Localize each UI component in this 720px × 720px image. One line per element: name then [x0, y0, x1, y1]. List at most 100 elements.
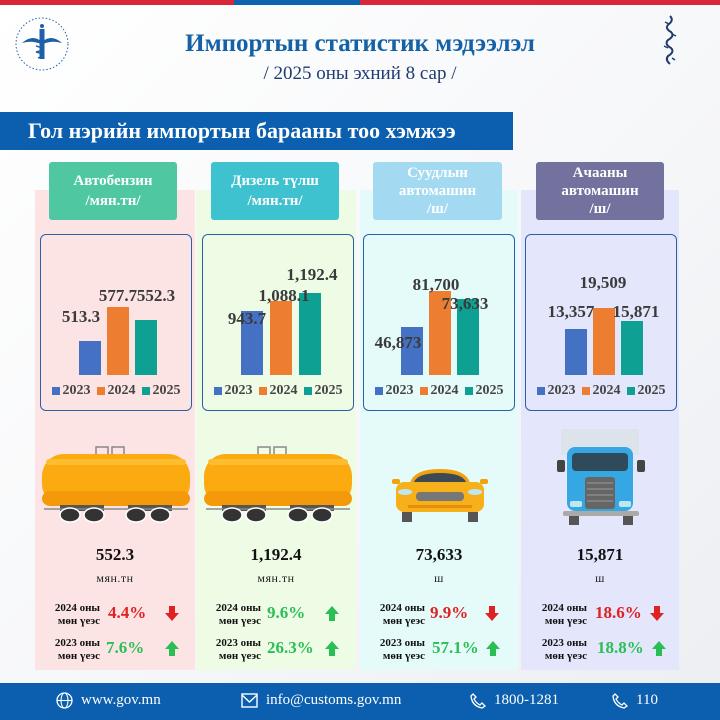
- footer-phone-2[interactable]: 110: [612, 692, 658, 709]
- footer-website[interactable]: www.gov.mn: [56, 692, 161, 709]
- bar-2025: [621, 321, 643, 375]
- mongolian-script-icon: [663, 15, 677, 65]
- phone-icon: [612, 692, 628, 709]
- comparison-label-2024: 2024 оны мөн үеэс: [379, 602, 425, 627]
- legend-item-2025: 2025: [464, 383, 504, 399]
- change-vs-2024: 4.4%: [108, 603, 147, 622]
- bar-2023: [241, 311, 263, 375]
- bar-2024: [107, 307, 129, 375]
- product-name-2: автомашин: [398, 183, 477, 199]
- product-tag-diesel: Дизель түлш /мян.тн/: [211, 162, 339, 220]
- legend-item-2023: 2023: [51, 383, 91, 399]
- top-accent-bar: [0, 0, 720, 5]
- passenger-car-icon: [392, 469, 488, 522]
- comparison-label-2023: 2023 оны мөн үеэс: [54, 637, 100, 662]
- legend-item-2025: 2025: [141, 383, 181, 399]
- website-link[interactable]: www.gov.mn: [81, 692, 161, 708]
- product-unit: /мян.тн/: [85, 193, 141, 209]
- total-value-passenger-car: 73,633: [415, 545, 463, 564]
- product-tag-gasoline: Автобензин /мян.тн/: [49, 162, 177, 220]
- truck-icon: [557, 429, 645, 525]
- comparison-label-2023: 2023 оны мөн үеэс: [379, 637, 425, 662]
- comparison-label-2024: 2024 оны мөн үеэс: [541, 602, 587, 627]
- value-label-2024: 577.7: [98, 286, 138, 305]
- total-value-truck: 15,871: [576, 545, 624, 564]
- chart-plot-area: 13,357 19,509 15,871: [526, 235, 676, 375]
- total-value-gasoline: 552.3: [95, 545, 135, 564]
- change-vs-2024: 9.9%: [430, 603, 469, 622]
- arrow-up-icon: [325, 641, 339, 656]
- accent-red: [0, 0, 234, 5]
- customs-emblem-icon: [15, 17, 69, 71]
- arrow-down-icon: [650, 606, 664, 621]
- legend-item-2024: 2024: [96, 383, 136, 399]
- legend-item-2023: 2023: [374, 383, 414, 399]
- change-vs-2024: 18.6%: [595, 603, 642, 622]
- value-label-2024: 19,509: [579, 273, 627, 292]
- column-passenger-car: [360, 190, 518, 670]
- comparison-label-2024: 2024 оны мөн үеэс: [215, 602, 261, 627]
- value-label-2024: 81,700: [412, 275, 460, 294]
- value-label-2024: 1,088.1: [258, 286, 310, 305]
- chart-plot-area: 46,873 81,700 73,633: [364, 235, 514, 375]
- page-title: Импортын статистик мэдээлэл: [185, 30, 535, 57]
- arrow-up-icon: [325, 606, 339, 621]
- unit-gasoline: мян.тн: [96, 571, 134, 585]
- product-name-2: автомашин: [561, 183, 639, 199]
- arrow-up-icon: [486, 641, 500, 656]
- change-vs-2023: 26.3%: [267, 638, 314, 657]
- change-vs-2024: 9.6%: [267, 603, 306, 622]
- value-label-2023: 943.7: [227, 309, 267, 328]
- legend-item-2024: 2024: [419, 383, 459, 399]
- unit-diesel: мян.тн: [257, 571, 295, 585]
- chart-plot-area: 513.3 577.7 552.3: [41, 235, 191, 375]
- value-label-2025: 15,871: [612, 302, 660, 321]
- unit-passenger-car: ш: [434, 571, 444, 585]
- chart-plot-area: 943.7 1,088.1 1,192.4: [203, 235, 353, 375]
- change-vs-2023: 57.1%: [432, 638, 479, 657]
- column-gasoline: [35, 190, 195, 670]
- product-name: Суудлын: [407, 165, 468, 181]
- chart-legend: 2023 2024 2025: [41, 383, 191, 399]
- product-tag-truck: Ачааны автомашин /ш/: [536, 162, 664, 220]
- tank-wagon-icon: [42, 446, 190, 523]
- arrow-down-icon: [485, 606, 499, 621]
- product-tag-passenger-car: Суудлын автомашин /ш/: [373, 162, 502, 220]
- tank-wagon-icon: [204, 446, 352, 523]
- legend-item-2025: 2025: [626, 383, 666, 399]
- bar-2025: [135, 320, 157, 375]
- page-subtitle: / 2025 оны эхний 8 сар /: [263, 63, 457, 84]
- chart-diesel: 943.7 1,088.1 1,192.4 2023 2024 2025: [202, 234, 354, 411]
- mail-icon: [241, 693, 258, 708]
- legend-item-2023: 2023: [536, 383, 576, 399]
- arrow-up-icon: [165, 641, 179, 656]
- value-label-2023: 46,873: [374, 333, 422, 352]
- chart-passenger-car: 46,873 81,700 73,633 2023 2024 2025: [363, 234, 515, 411]
- product-name: Автобензин: [73, 173, 153, 189]
- value-label-2025: 552.3: [136, 286, 176, 305]
- accent-red: [360, 0, 720, 5]
- email-link[interactable]: info@customs.gov.mn: [266, 692, 402, 708]
- chart-legend: 2023 2024 2025: [203, 383, 353, 399]
- bar-2024: [429, 291, 451, 375]
- legend-item-2025: 2025: [303, 383, 343, 399]
- phone-number-2[interactable]: 110: [636, 692, 658, 708]
- change-vs-2023: 7.6%: [106, 638, 145, 657]
- chart-gasoline: 513.3 577.7 552.3 2023 2024 2025: [40, 234, 192, 411]
- footer-phone-1[interactable]: 1800-1281: [470, 692, 559, 709]
- bar-2024: [593, 308, 615, 375]
- arrow-down-icon: [165, 606, 179, 621]
- footer-bar: www.gov.mn info@customs.gov.mn 1800-1281…: [0, 683, 720, 720]
- product-name: Дизель түлш: [231, 173, 319, 189]
- value-label-2023: 513.3: [61, 307, 101, 326]
- chart-legend: 2023 2024 2025: [364, 383, 514, 399]
- section-title: Гол нэрийн импортын барааны тоо хэмжээ: [0, 112, 513, 150]
- phone-number-1[interactable]: 1800-1281: [494, 692, 559, 708]
- legend-item-2023: 2023: [213, 383, 253, 399]
- phone-icon: [470, 692, 486, 709]
- footer-email[interactable]: info@customs.gov.mn: [241, 692, 401, 709]
- unit-truck: ш: [595, 571, 605, 585]
- comparison-label-2023: 2023 оны мөн үеэс: [215, 637, 261, 662]
- legend-item-2024: 2024: [258, 383, 298, 399]
- value-label-2023: 13,357: [547, 302, 595, 321]
